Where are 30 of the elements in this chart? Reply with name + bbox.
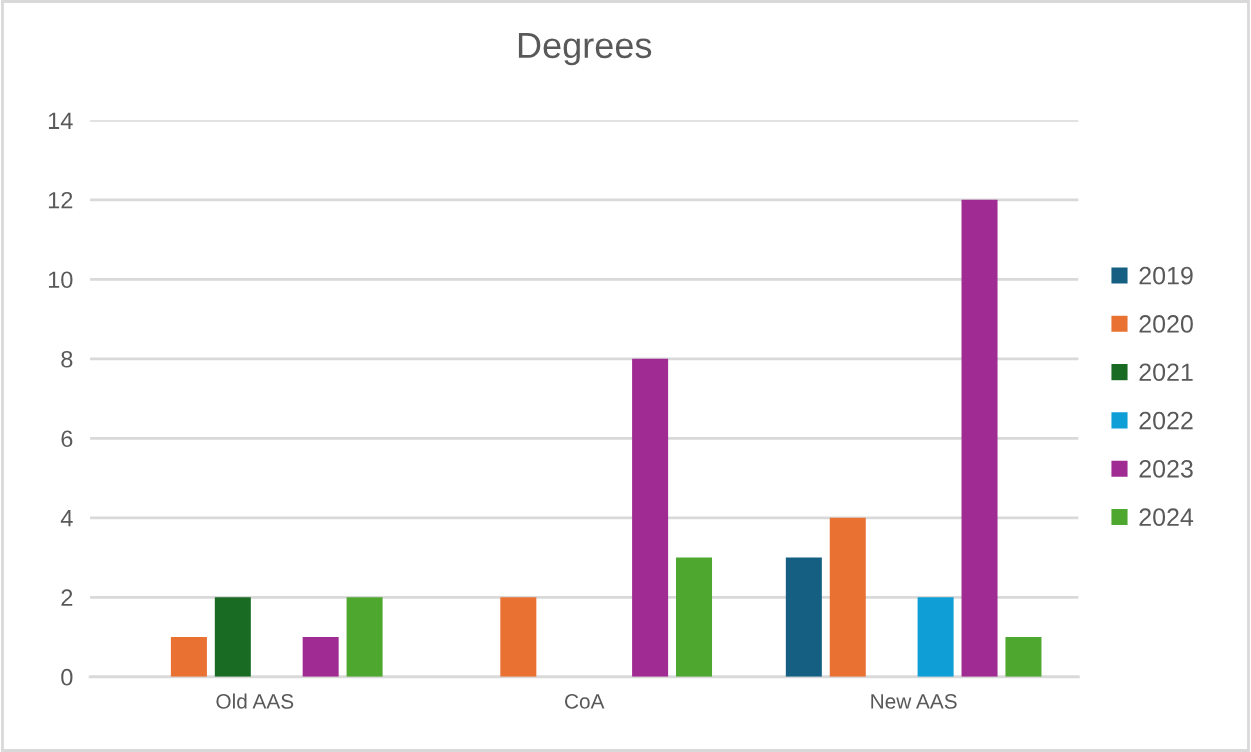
bar bbox=[170, 637, 207, 677]
bar bbox=[676, 557, 713, 677]
bar bbox=[917, 597, 954, 677]
bar bbox=[829, 517, 866, 677]
legend-label: 2021 bbox=[1139, 363, 1193, 382]
legend-label: 2019 bbox=[1139, 266, 1193, 285]
y-tick-label: 6 bbox=[61, 430, 73, 448]
y-tick-label: 0 bbox=[61, 668, 73, 686]
legend-label: 2022 bbox=[1139, 411, 1193, 430]
bar bbox=[214, 597, 251, 677]
bar bbox=[1005, 637, 1042, 677]
x-tick-label: New AAS bbox=[871, 694, 957, 709]
y-tick-label: 8 bbox=[61, 350, 73, 368]
bar bbox=[346, 597, 383, 677]
y-tick-label: 4 bbox=[60, 510, 73, 527]
y-tick-label: 10 bbox=[48, 271, 73, 289]
y-tick-label: 14 bbox=[48, 112, 73, 129]
legend-label: 2020 bbox=[1139, 315, 1193, 333]
y-tick-label: 2 bbox=[61, 589, 73, 606]
bar bbox=[961, 199, 998, 677]
chart-title: Degrees bbox=[518, 32, 652, 66]
x-tick-label: CoA bbox=[565, 694, 605, 709]
legend-label: 2023 bbox=[1139, 460, 1193, 478]
x-tick-label: Old AAS bbox=[216, 693, 294, 709]
legend-label: 2024 bbox=[1139, 508, 1194, 527]
bar bbox=[785, 557, 822, 677]
bar bbox=[500, 597, 537, 677]
y-tick-label: 12 bbox=[48, 191, 73, 209]
bar bbox=[632, 358, 669, 677]
bar bbox=[302, 637, 339, 677]
